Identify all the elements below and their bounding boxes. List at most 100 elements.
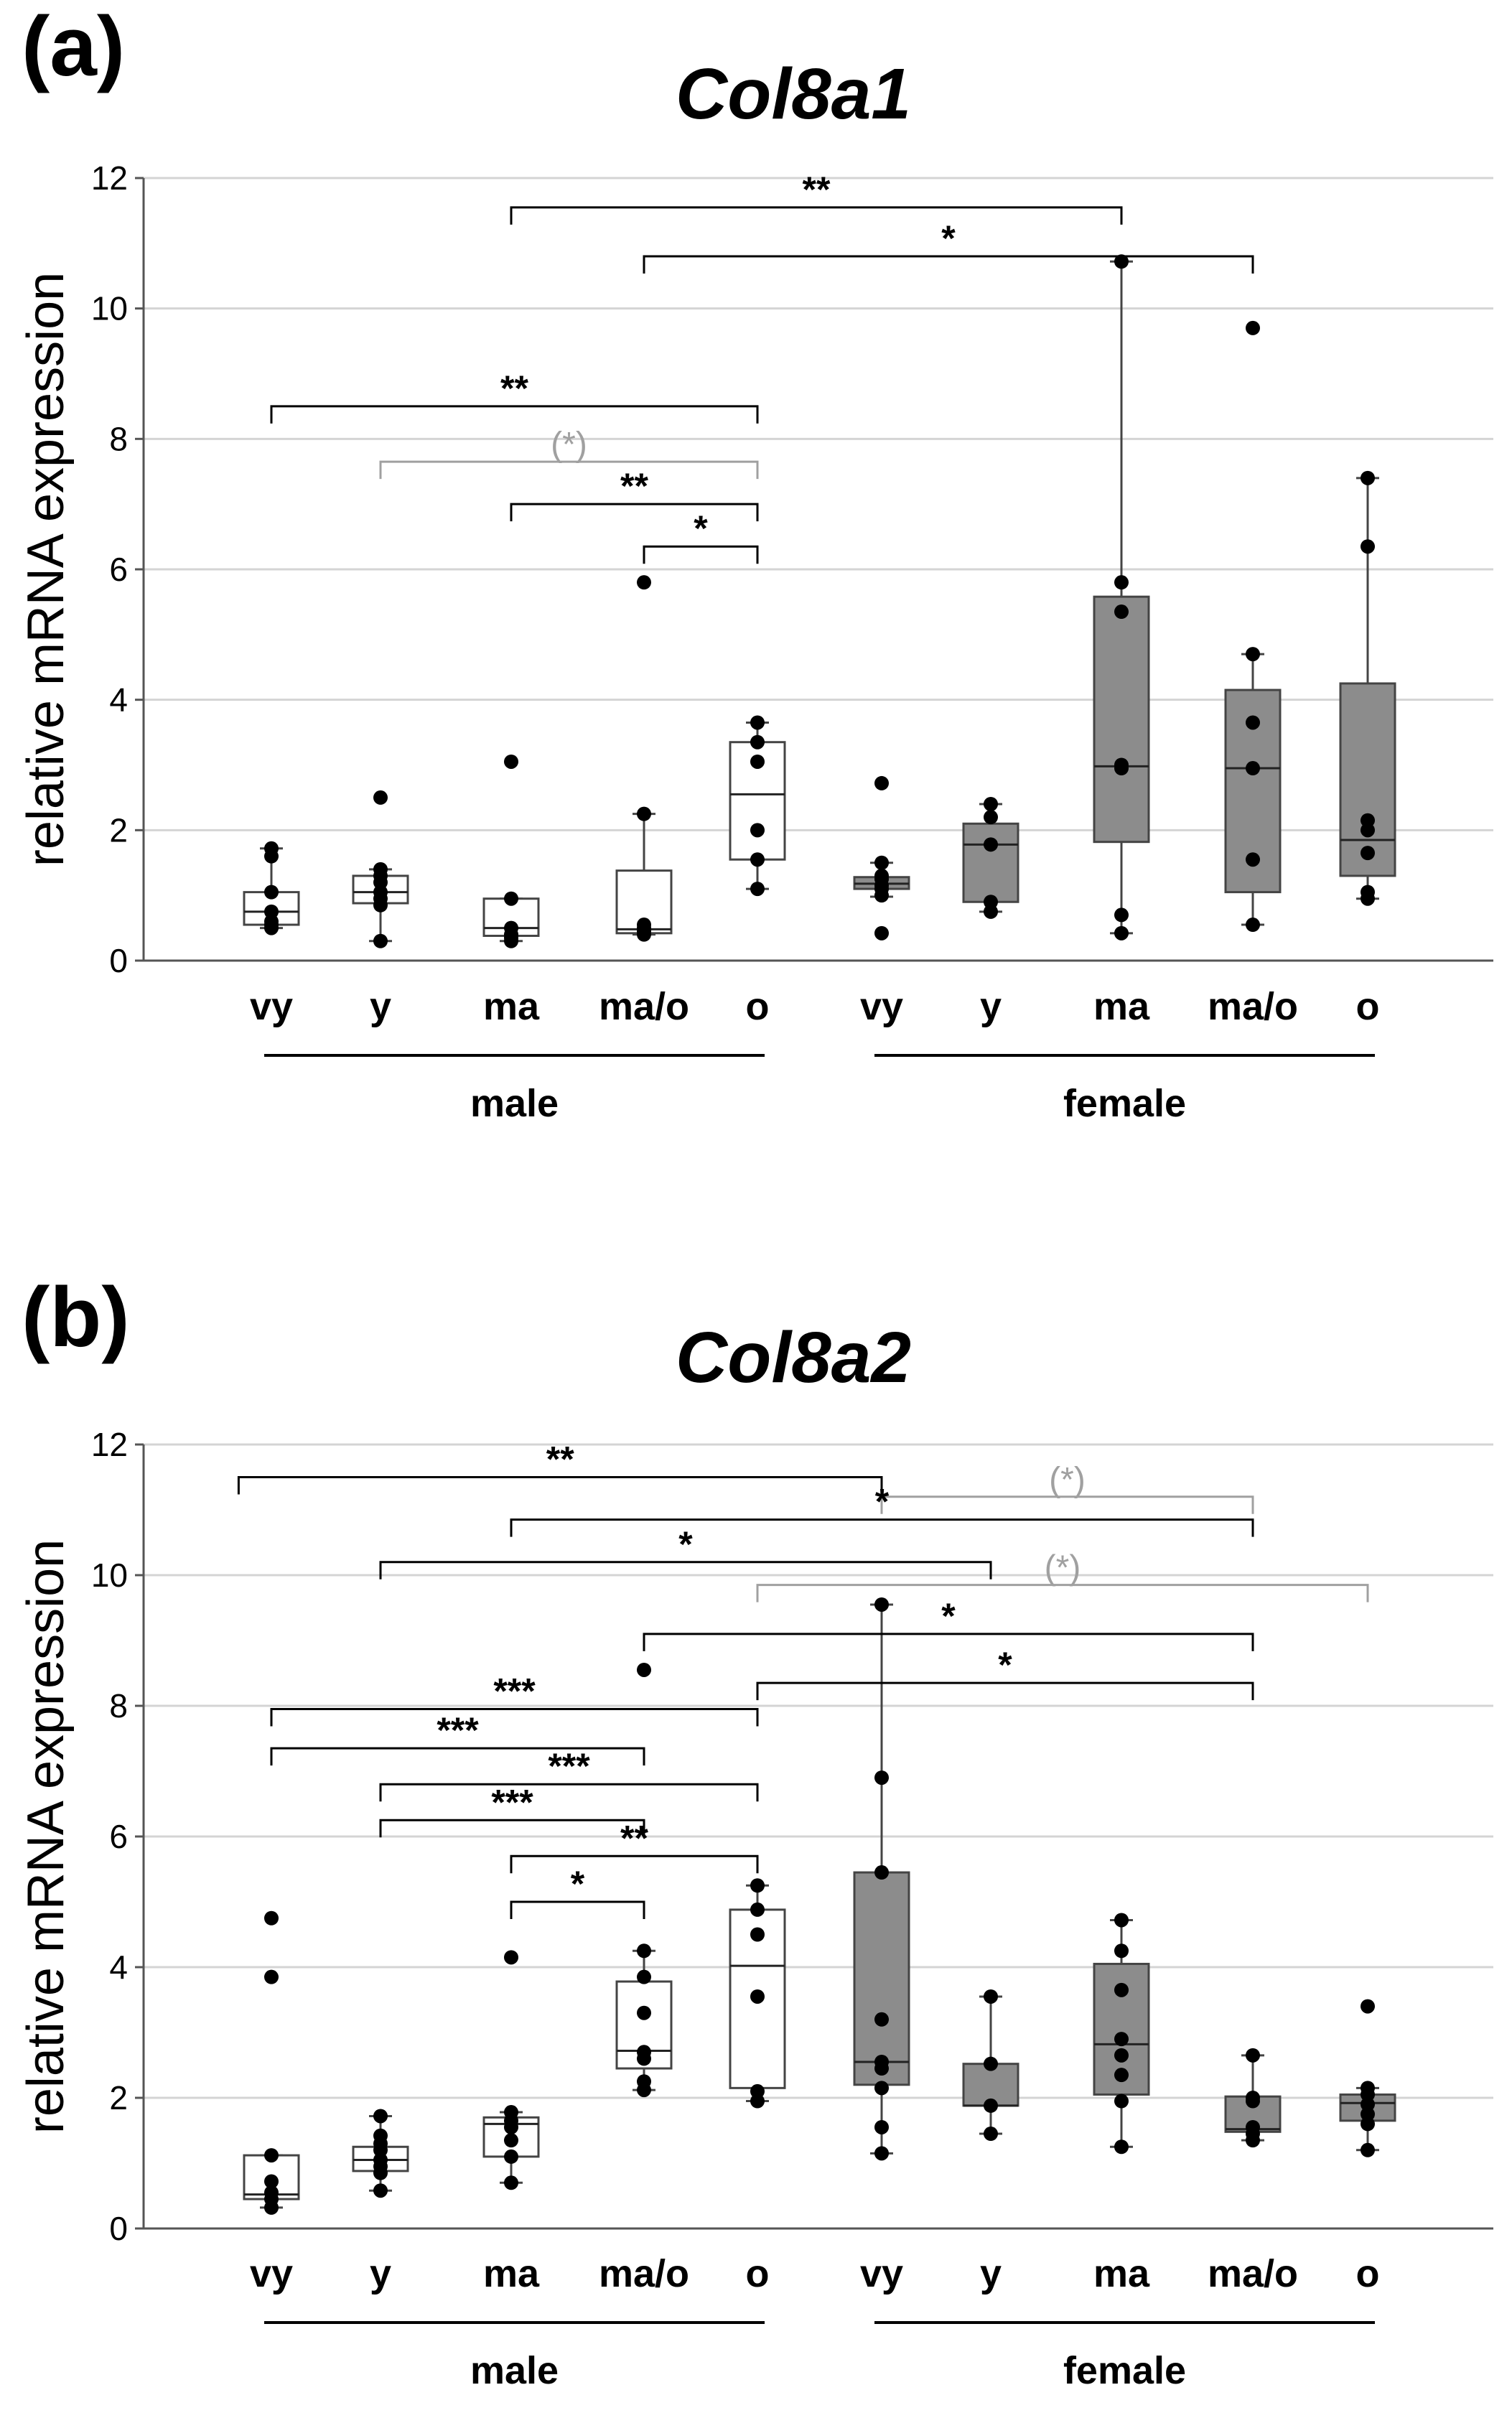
data-point — [264, 904, 279, 919]
significance-bracket: * — [510, 1864, 645, 1919]
y-axis-label: relative mRNA expression — [17, 1539, 75, 2134]
data-point — [1246, 761, 1260, 776]
box-iqr — [962, 822, 1019, 903]
data-point — [504, 2149, 518, 2164]
data-point — [264, 1910, 279, 1926]
data-point — [874, 2119, 889, 2134]
y-tick-label: 4 — [109, 681, 128, 719]
data-point — [1361, 1999, 1375, 2014]
data-point — [874, 1865, 889, 1880]
data-point — [874, 1770, 889, 1786]
data-point — [1114, 2094, 1129, 2109]
x-tick-label: y — [980, 2252, 1002, 2295]
group-label-male: male — [470, 2349, 559, 2392]
data-point — [264, 2185, 279, 2200]
data-point — [1246, 2048, 1260, 2063]
data-point — [984, 2098, 998, 2113]
bracket-line — [880, 1495, 1254, 1514]
significance-bracket: *** — [270, 1671, 759, 1727]
box-female-ma-o — [1224, 320, 1282, 933]
bracket-label: * — [694, 508, 708, 549]
bracket-line — [756, 1681, 1254, 1701]
bracket-line — [379, 1819, 645, 1838]
bracket-line — [510, 206, 1123, 225]
box-iqr — [1093, 595, 1150, 844]
bracket-line — [643, 1633, 1254, 1651]
panel-label: (b) — [22, 1270, 130, 1365]
x-tick-label: o — [1356, 985, 1380, 1028]
bracket-label: *** — [437, 1710, 479, 1750]
bracket-line — [270, 1708, 759, 1727]
bracket-label: ** — [620, 466, 648, 506]
x-tick-label: o — [1356, 2252, 1380, 2295]
y-tick-label: 12 — [91, 1426, 128, 1463]
bracket-label: * — [941, 1596, 956, 1636]
data-point — [1361, 885, 1375, 900]
significance-bracket: *** — [379, 1746, 759, 1802]
x-tick-label: o — [746, 985, 770, 1028]
bracket-line — [510, 1518, 1254, 1537]
data-point — [750, 852, 765, 867]
data-point — [1114, 1982, 1129, 1997]
bracket-line — [510, 1854, 759, 1874]
bracket-line — [756, 1584, 1369, 1602]
data-point — [637, 2005, 651, 2020]
bracket-line — [379, 1783, 759, 1802]
data-point — [984, 2056, 998, 2071]
box-male-vy — [243, 1910, 300, 2215]
bracket-label: (*) — [1049, 1461, 1086, 1499]
bracket-line — [379, 460, 759, 480]
data-point — [1361, 2142, 1375, 2157]
x-tick-label: ma — [1093, 985, 1150, 1028]
x-tick-label: vy — [250, 2252, 293, 2295]
data-point — [504, 754, 518, 769]
data-point — [264, 1969, 279, 1984]
chart-title: Col8a1 — [676, 54, 911, 134]
y-tick-label: 10 — [91, 290, 128, 327]
data-point — [1114, 1943, 1129, 1959]
data-point — [1246, 320, 1260, 335]
x-tick-label: ma/o — [599, 985, 689, 1028]
bracket-label: *** — [548, 1746, 590, 1786]
x-tick-label: ma — [483, 985, 540, 1028]
x-tick-label: ma/o — [599, 2252, 689, 2295]
data-point — [373, 2183, 388, 2198]
data-point — [1114, 907, 1129, 923]
data-point — [750, 1878, 765, 1893]
box-female-ma — [1093, 1913, 1150, 2155]
data-point — [1246, 918, 1260, 933]
data-point — [504, 2175, 518, 2190]
bracket-line — [270, 1747, 645, 1766]
box-male-y — [352, 790, 409, 948]
significance-bracket: (*) — [880, 1461, 1254, 1514]
significance-bracket: * — [643, 508, 759, 564]
significance-bracket: ** — [270, 368, 759, 424]
y-tick-label: 8 — [109, 420, 128, 457]
box-female-o — [1339, 470, 1396, 906]
x-tick-label: ma — [1093, 2252, 1150, 2295]
box-male-vy — [243, 841, 300, 935]
y-tick-label: 0 — [109, 942, 128, 979]
x-tick-label: vy — [860, 985, 903, 1028]
bracket-label: * — [678, 1524, 693, 1564]
bracket-line — [643, 255, 1254, 274]
bracket-line — [270, 405, 759, 424]
data-point — [373, 933, 388, 948]
data-point — [874, 2146, 889, 2161]
x-tick-label: y — [370, 985, 391, 1028]
data-point — [373, 2109, 388, 2124]
x-tick-label: y — [370, 2252, 391, 2295]
box-male-ma-o — [615, 575, 673, 942]
data-point — [874, 2054, 889, 2069]
data-point — [637, 2045, 651, 2060]
significance-bracket: ** — [237, 1439, 883, 1495]
box-male-y — [352, 2109, 409, 2198]
data-point — [1114, 2068, 1129, 2083]
data-point — [637, 575, 651, 590]
data-point — [874, 2012, 889, 2027]
data-point — [1361, 539, 1375, 554]
significance-bracket: (*) — [379, 426, 759, 480]
y-tick-label: 12 — [91, 159, 128, 197]
data-point — [373, 790, 388, 805]
